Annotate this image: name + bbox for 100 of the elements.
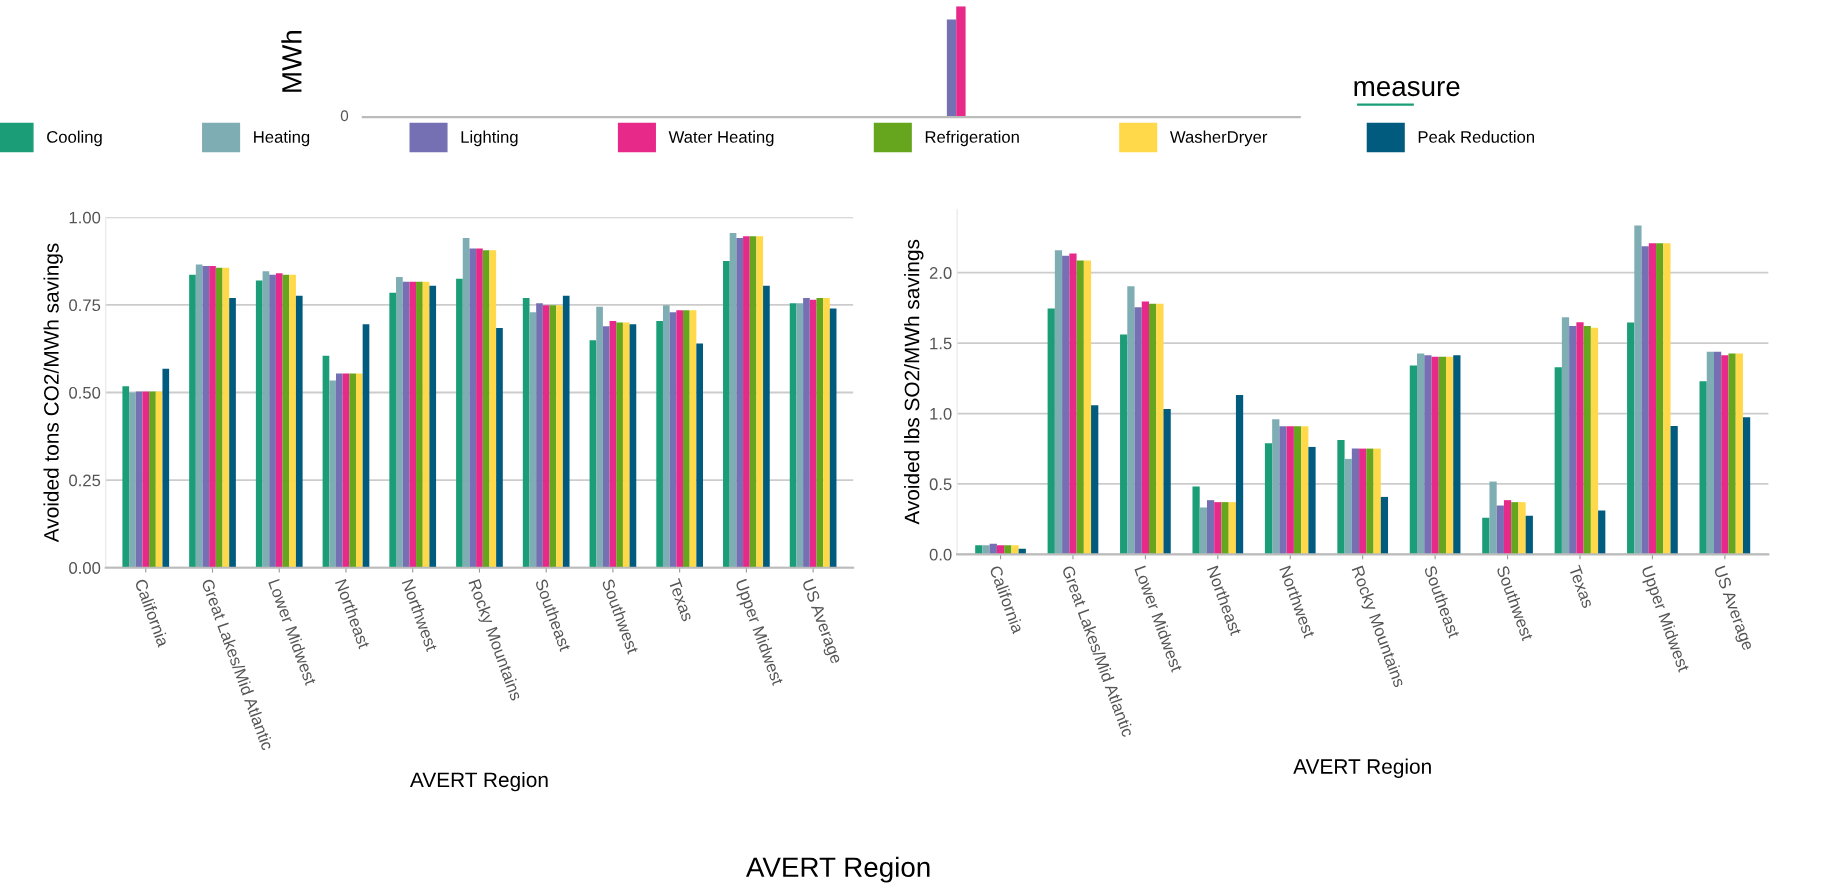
bar xyxy=(1279,426,1287,555)
bar xyxy=(596,306,603,568)
bar xyxy=(1663,243,1671,555)
bar xyxy=(1742,417,1751,555)
bar xyxy=(1431,356,1439,555)
bar xyxy=(743,236,750,568)
bar xyxy=(409,281,417,568)
bar xyxy=(1301,426,1309,555)
bar xyxy=(1482,517,1490,555)
bar xyxy=(662,305,670,568)
bar xyxy=(629,324,637,568)
bar xyxy=(1264,443,1273,555)
bar xyxy=(1728,353,1736,555)
legend-title: measure xyxy=(1354,80,1460,97)
bar xyxy=(796,303,804,568)
legend-label: Heating xyxy=(254,130,310,147)
bar xyxy=(682,310,690,568)
bar xyxy=(269,274,276,568)
bar xyxy=(229,297,236,568)
y-tick-label: 0.50 xyxy=(69,386,101,399)
y-tick-label: 0.0 xyxy=(929,548,952,561)
bar xyxy=(729,233,737,568)
bar xyxy=(1011,545,1019,555)
y-tick-label: 1.0 xyxy=(930,407,952,420)
bar xyxy=(1511,502,1519,555)
bar xyxy=(335,373,343,568)
bar xyxy=(1069,253,1077,555)
bar xyxy=(562,295,570,568)
bar xyxy=(396,276,403,568)
bar xyxy=(1583,325,1591,555)
text: 0 xyxy=(340,110,349,122)
bar xyxy=(416,281,423,568)
y-tick-label: 2.0 xyxy=(929,267,952,279)
bar xyxy=(209,266,216,568)
bar xyxy=(162,368,170,568)
bar xyxy=(549,305,557,568)
bar xyxy=(1366,448,1374,555)
bar xyxy=(422,281,430,568)
bar xyxy=(1627,322,1635,555)
x-axis-title: AVERT Region xyxy=(745,856,930,883)
x-tick-label: Texas xyxy=(1568,564,1595,609)
x-tick-label: Texas xyxy=(668,577,694,622)
bar xyxy=(982,545,990,555)
bar xyxy=(1373,448,1381,555)
bar xyxy=(689,310,697,568)
bar xyxy=(1199,507,1207,555)
bar xyxy=(1206,500,1215,555)
bar xyxy=(542,305,550,568)
bar xyxy=(1525,515,1533,555)
y-tick-label: 1.00 xyxy=(69,211,101,224)
x-axis-title: AVERT Region xyxy=(1293,758,1431,779)
bar xyxy=(676,310,683,568)
bar xyxy=(1656,243,1664,555)
bar xyxy=(215,267,223,568)
bar xyxy=(1438,356,1446,555)
legend-label: Water Heating xyxy=(668,130,774,147)
bar xyxy=(1424,355,1432,555)
bar xyxy=(1047,308,1055,555)
bar xyxy=(1496,505,1504,555)
bar xyxy=(329,380,336,568)
bar xyxy=(1699,381,1707,555)
bar xyxy=(462,237,470,568)
bar xyxy=(749,236,757,568)
bar xyxy=(829,308,837,568)
y-axis-title: MWh xyxy=(281,31,302,92)
legend-label: Lighting xyxy=(461,130,518,147)
bar xyxy=(1417,353,1425,555)
bar xyxy=(1272,419,1280,555)
bar xyxy=(262,271,270,568)
bar xyxy=(295,295,303,568)
bar xyxy=(696,343,704,568)
bar xyxy=(1359,448,1367,555)
bar xyxy=(1380,496,1389,555)
bar xyxy=(1554,367,1562,555)
bar xyxy=(656,321,663,568)
y-tick-label: 0.5 xyxy=(929,478,952,491)
bar xyxy=(1518,502,1526,555)
bar xyxy=(589,340,597,568)
bar xyxy=(289,274,296,568)
bar xyxy=(355,373,363,568)
bar xyxy=(1308,446,1316,555)
bar xyxy=(222,267,230,568)
y-axis-title: Avoided lbs SO2/MWh savings xyxy=(904,239,924,525)
y-tick-label: 0.75 xyxy=(69,299,101,312)
bar xyxy=(1641,246,1649,555)
bar xyxy=(1634,225,1642,555)
bar xyxy=(723,261,730,568)
bar xyxy=(349,373,356,568)
bar xyxy=(456,278,463,568)
bar xyxy=(1127,286,1135,555)
bar xyxy=(736,237,744,568)
bar xyxy=(1590,327,1599,555)
bar xyxy=(609,321,617,568)
bar xyxy=(1221,502,1229,555)
bar xyxy=(1062,255,1070,555)
legend-label: Cooling xyxy=(47,130,102,147)
bar xyxy=(1286,426,1294,555)
bar xyxy=(1561,317,1570,555)
bar xyxy=(1293,426,1302,555)
bar xyxy=(669,312,677,568)
